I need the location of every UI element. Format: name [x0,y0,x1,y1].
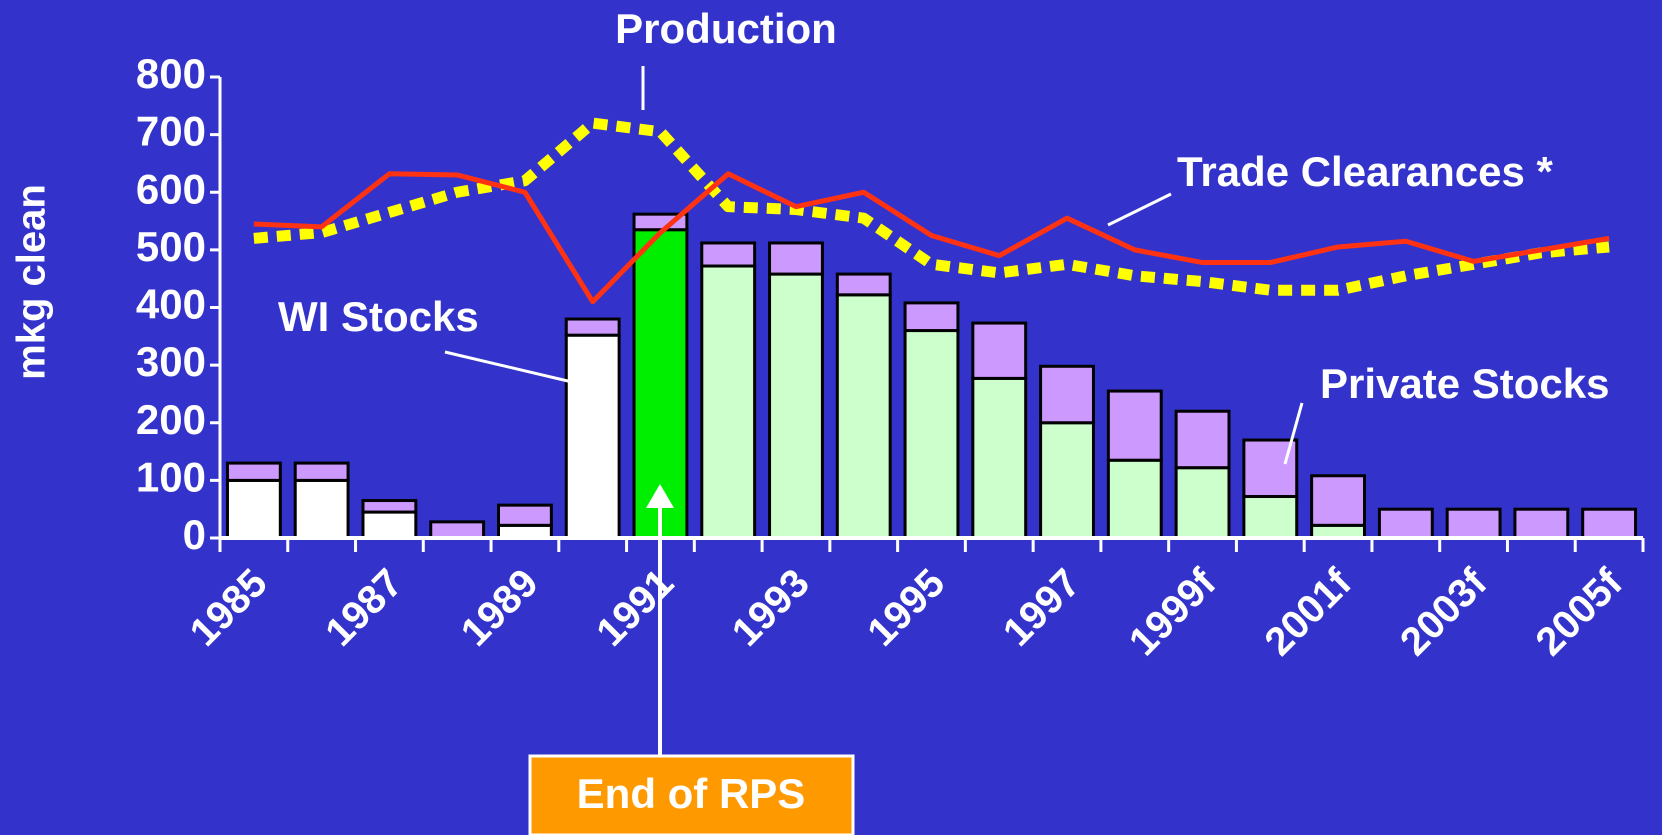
bar-segment [700,264,757,540]
bar-segment [497,503,553,527]
x-tick-label: 1991 [588,561,682,655]
bar-segment [1039,364,1095,425]
bar-segment [768,241,824,276]
annotation-box [528,754,855,835]
x-tick-label: 1985 [182,561,276,655]
x-tick-label: 1995 [859,561,953,655]
y-axis-label: mkg clean [10,184,54,380]
line-series [253,117,1610,296]
y-tick-label: 0 [183,511,206,558]
y-tick-label: 500 [136,223,206,270]
x-tick-label: 2005f [1527,560,1631,664]
series-label: Private Stocks [1320,360,1610,407]
y-tick-label: 100 [136,453,206,500]
series-label: Production [615,5,837,52]
bar-segment [429,520,486,540]
bar-segment [1039,421,1095,540]
y-tick-label: 400 [136,281,206,328]
bar-segment [1106,458,1163,540]
bar-segment [903,301,960,333]
line-series [253,171,1610,305]
bar-segment [700,241,757,268]
bar-segment [1581,507,1638,540]
bar-segment [1242,495,1299,540]
leader-line [444,350,573,384]
bar-segment [835,272,892,297]
bar-segment [971,376,1028,540]
bar-segment [293,461,350,482]
bar-segment [768,272,824,540]
x-tick-label: 2001f [1256,560,1360,664]
annotation-text: End of RPS [577,770,806,817]
bar-segment [1174,409,1231,470]
bar-segment [1242,438,1299,499]
bar-segment [1513,507,1570,540]
bar-segment [293,478,350,540]
y-tick-label: 200 [136,396,206,443]
y-tick-label: 300 [136,338,206,385]
x-tick-label: 1989 [453,561,547,655]
bar-segment [564,333,621,540]
series-label: WI Stocks [278,293,479,340]
y-tick-label: 600 [136,165,206,212]
x-tick-label: 1987 [317,561,411,655]
x-tick-label: 1997 [995,561,1089,655]
bar-segment [1106,389,1163,462]
y-tick-label: 800 [136,50,206,97]
bar-segment [225,461,282,482]
bar-segment [903,329,960,540]
x-tick-label: 1993 [724,561,818,655]
x-tick-label: 1999f [1121,560,1225,664]
bar-segment [564,317,621,337]
bar-segment [971,321,1028,380]
bar-segment [225,478,282,540]
bar-segment [1377,507,1434,540]
bar-segment [1310,474,1366,527]
leader-line [1283,402,1304,465]
leader-line [1107,192,1172,227]
y-tick-label: 700 [136,108,206,155]
bar-segment [835,293,892,540]
series-label: Trade Clearances * [1177,148,1554,195]
x-tick-label: 2003f [1392,560,1496,664]
bar-segment [1174,466,1231,540]
bar-segment [361,499,418,514]
bar-segment [1445,507,1502,540]
bar-segment [361,510,418,540]
arrow-head [646,484,674,508]
